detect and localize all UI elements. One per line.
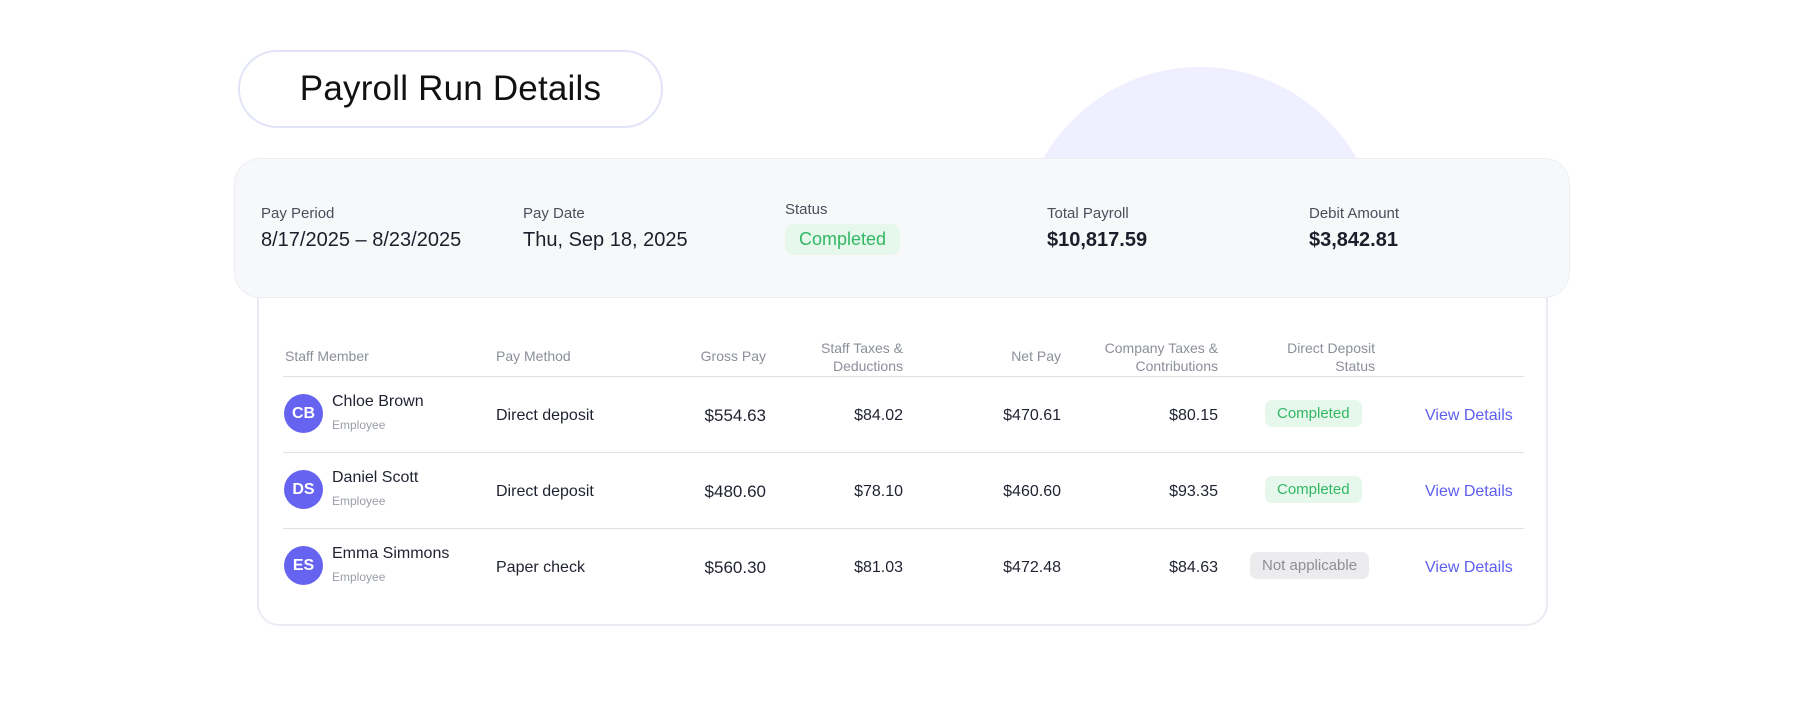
avatar: DS [284,470,323,509]
pay-method: Direct deposit [496,407,594,424]
page-title-text: Payroll Run Details [299,69,602,108]
pay-period-label: Pay Period [261,205,335,222]
staff-name: Chloe Brown [332,393,424,410]
pay-method: Direct deposit [496,483,594,500]
company-taxes: $84.63 [1169,559,1218,576]
debit-amount-value: $3,842.81 [1309,229,1398,251]
gross-pay: $554.63 [704,406,766,425]
gross-pay: $560.30 [704,558,766,577]
company-taxes: $93.35 [1169,483,1218,500]
header-gross-pay: Gross Pay [700,348,766,364]
pay-period-value: 8/17/2025 – 8/23/2025 [261,229,462,251]
net-pay: $470.61 [1003,407,1061,424]
view-details-link[interactable]: View Details [1425,559,1513,576]
header-staff-taxes-line1: Staff Taxes & [821,340,903,356]
net-pay: $460.60 [1003,483,1061,500]
pay-period: Pay Period 8/17/2025 – 8/23/2025 [261,205,461,252]
debit-amount-label: Debit Amount [1309,205,1400,222]
total-payroll-value: $10,817.59 [1047,229,1148,251]
direct-deposit-status-badge: Completed [1265,400,1362,427]
staff-taxes: $84.02 [854,407,903,424]
header-staff-taxes: Staff Taxes & Deductions [743,339,903,375]
avatar: ES [284,546,323,585]
table-row: ES Emma Simmons Employee Paper check $56… [259,529,1546,604]
staff-name: Daniel Scott [332,469,419,486]
staff-taxes: $78.10 [854,483,903,500]
row-divider [283,528,1524,529]
staff-taxes: $81.03 [854,559,903,576]
pay-method: Paper check [496,559,585,576]
header-net-pay: Net Pay [1011,348,1061,364]
direct-deposit-status-badge: Completed [1265,476,1362,503]
view-details-link[interactable]: View Details [1425,483,1513,500]
company-taxes: $80.15 [1169,407,1218,424]
total-payroll: Total Payroll $10,817.59 [1047,205,1147,252]
staff-name: Emma Simmons [332,545,450,562]
pay-date: Pay Date Thu, Sep 18, 2025 [523,205,688,252]
run-status: Status Completed [785,201,901,255]
view-details-link[interactable]: View Details [1425,407,1513,424]
header-company-taxes-line2: Contributions [1135,358,1219,374]
header-dd-status-line1: Direct Deposit [1287,340,1375,356]
net-pay: $472.48 [1003,559,1061,576]
staff-role: Employee [332,494,386,508]
header-company-taxes-line1: Company Taxes & [1104,340,1218,356]
direct-deposit-status-badge: Not applicable [1250,552,1370,579]
header-dd-status-line2: Status [1335,358,1375,374]
header-pay-method: Pay Method [496,348,571,364]
pay-date-label: Pay Date [523,205,585,222]
header-company-taxes: Company Taxes & Contributions [1039,339,1218,375]
header-staff-member: Staff Member [285,348,369,364]
run-status-badge: Completed [785,224,901,255]
total-payroll-label: Total Payroll [1047,205,1129,222]
payroll-summary-card: Pay Period 8/17/2025 – 8/23/2025 Pay Dat… [234,158,1570,298]
pay-date-value: Thu, Sep 18, 2025 [523,229,688,251]
debit-amount: Debit Amount $3,842.81 [1309,205,1399,252]
header-divider [283,376,1524,377]
avatar: CB [284,394,323,433]
run-status-label: Status [785,201,828,218]
header-direct-deposit-status: Direct Deposit Status [1219,339,1375,375]
staff-role: Employee [332,570,386,584]
table-row: CB Chloe Brown Employee Direct deposit $… [259,377,1546,452]
row-divider [283,452,1524,453]
gross-pay: $480.60 [704,482,766,501]
staff-role: Employee [332,418,386,432]
page-title: Payroll Run Details [238,50,663,128]
header-staff-taxes-line2: Deductions [832,358,903,374]
table-row: DS Daniel Scott Employee Direct deposit … [259,453,1546,528]
payroll-table: Staff Member Pay Method Gross Pay Staff … [257,270,1548,626]
